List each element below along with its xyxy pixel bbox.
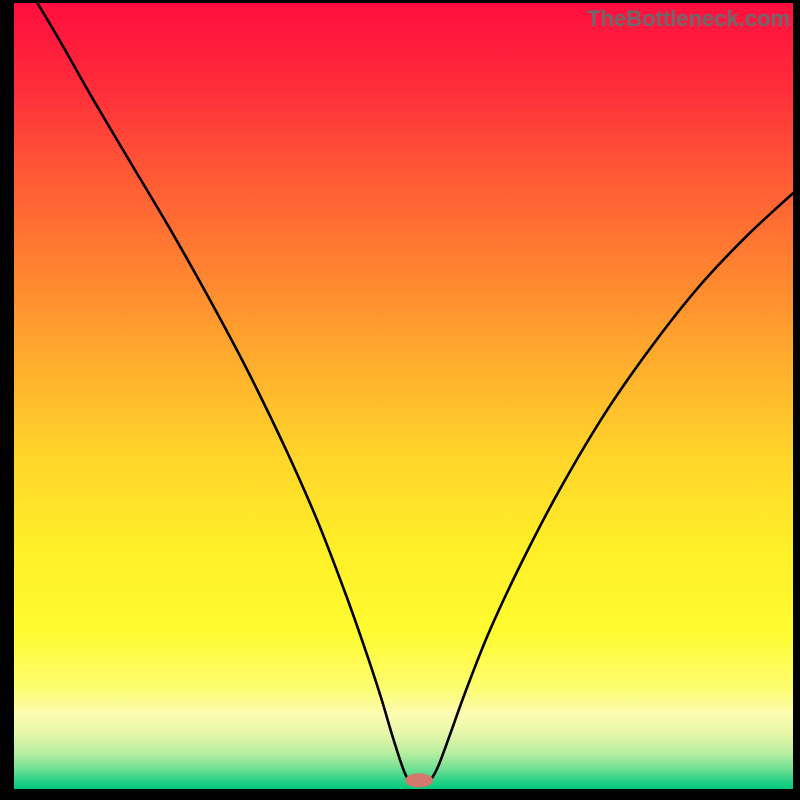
optimal-marker (405, 773, 433, 787)
watermark-text: TheBottleneck.com (587, 6, 790, 32)
bottleneck-curve (37, 3, 793, 783)
plot-area (14, 3, 793, 789)
chart-container: TheBottleneck.com (0, 0, 800, 800)
curve-layer (14, 3, 793, 789)
